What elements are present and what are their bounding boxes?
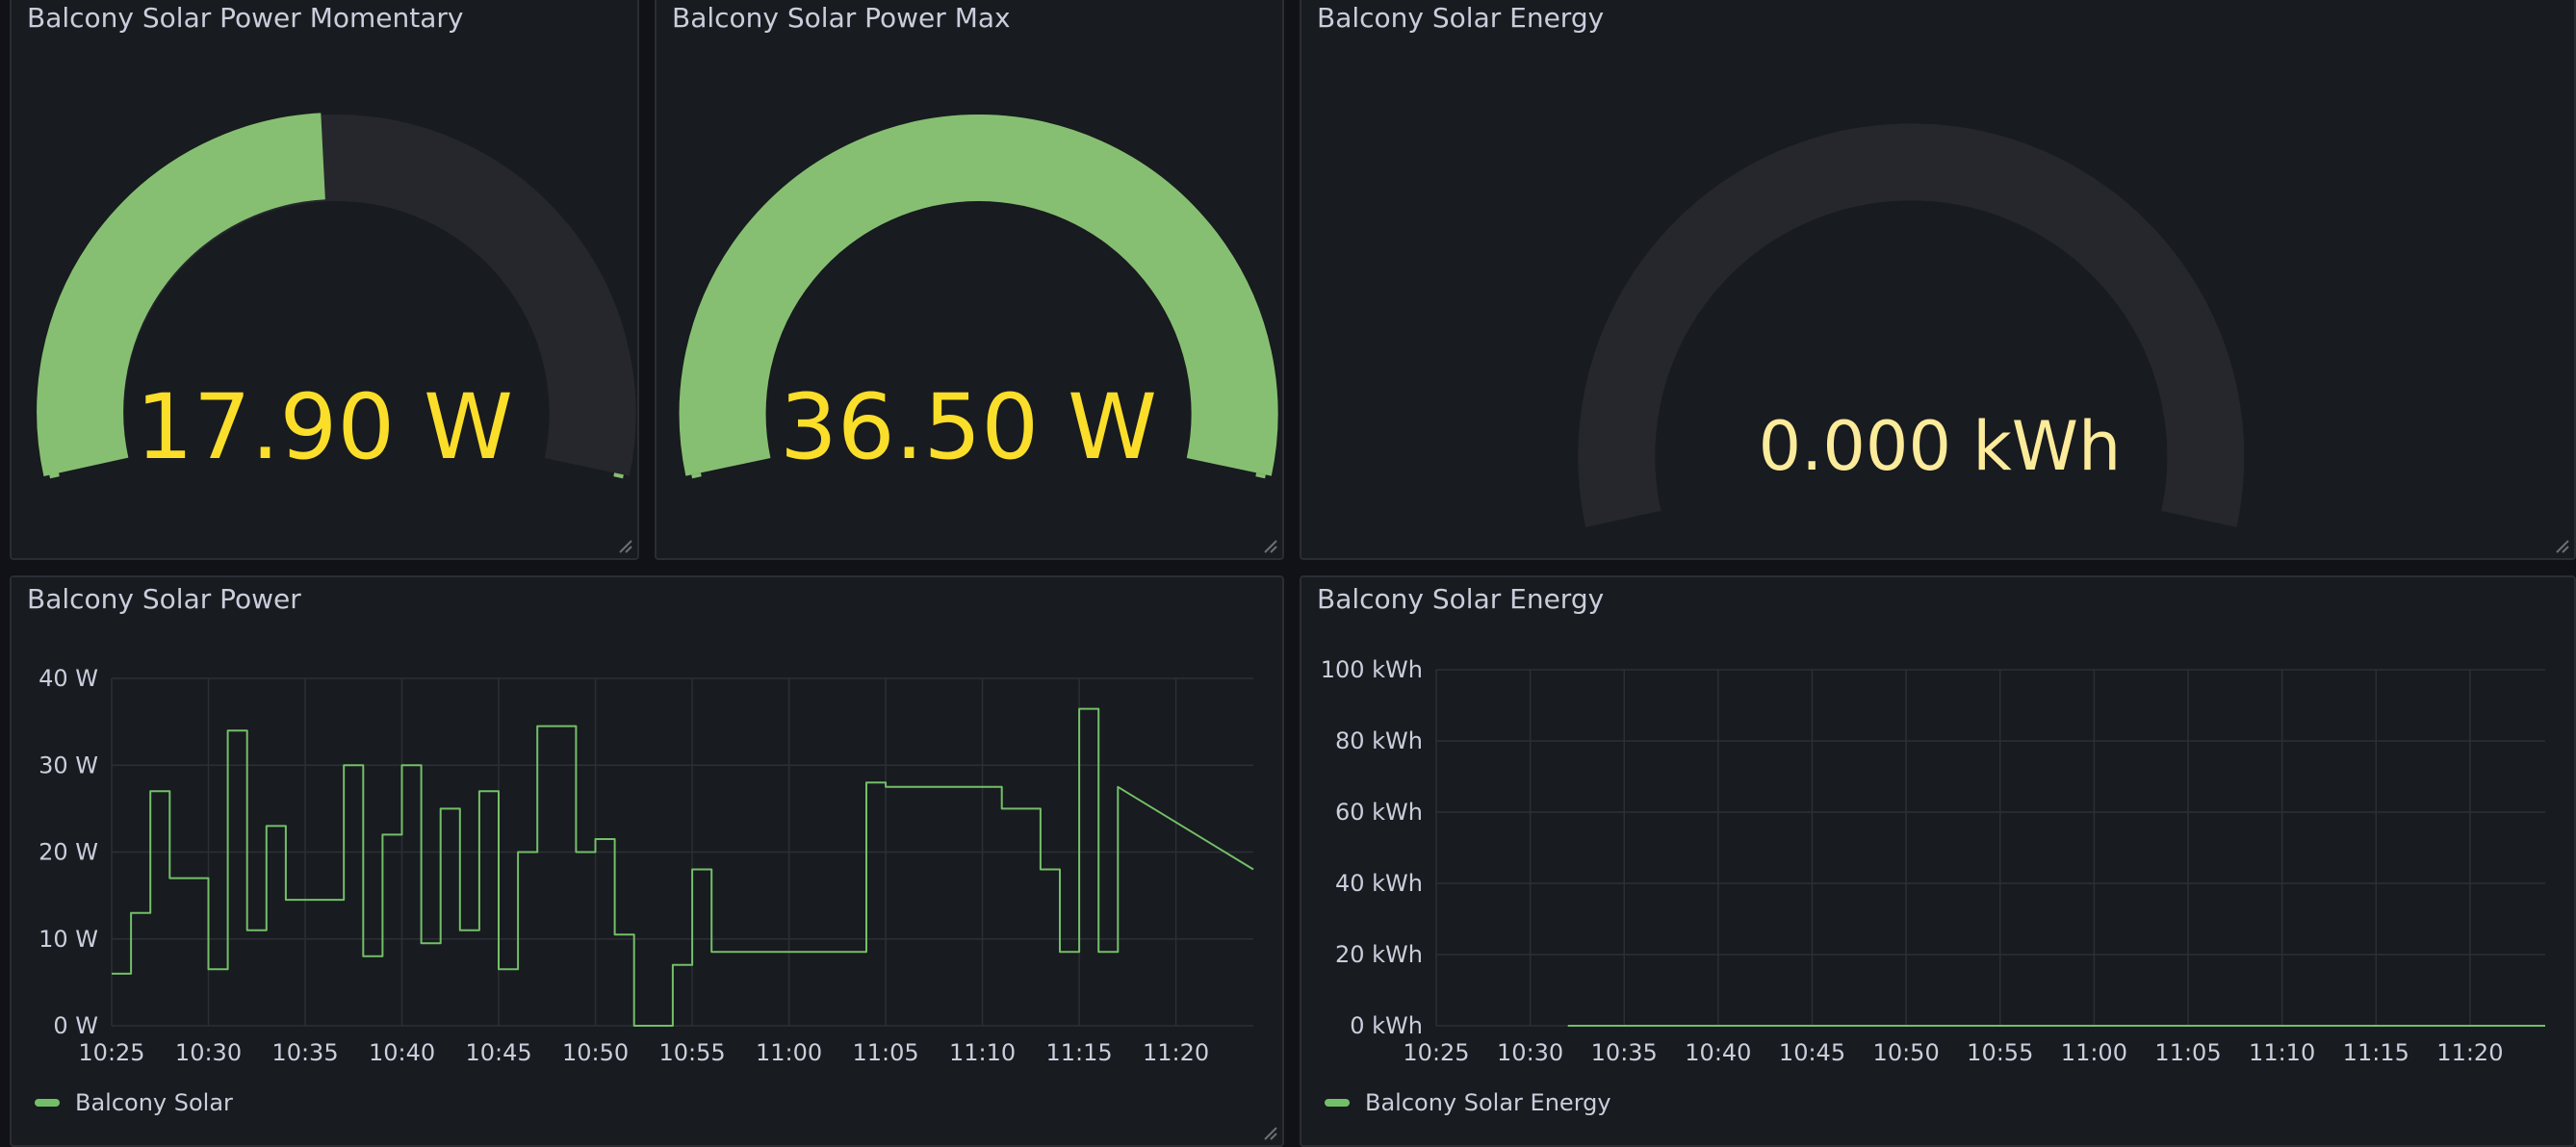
x-tick-label: 10:25 [1403,1039,1469,1066]
x-tick-label: 11:05 [852,1039,918,1066]
x-tick-label: 11:15 [1045,1039,1112,1066]
resize-handle-icon[interactable] [1259,535,1278,554]
x-tick-label: 11:15 [2343,1039,2409,1066]
x-tick-label: 10:35 [271,1039,338,1066]
energy-chart[interactable]: 0 kWh 20 kWh 40 kWh 60 kWh 80 kWh 100 kWh 10:2… [1301,577,2574,1145]
power-chart[interactable]: 0 W 10 W 20 W 30 W 40 W 10:25 10:30 10:35 10:40 1… [12,577,1282,1145]
x-tick-label: 11:20 [2436,1039,2503,1066]
gauge-value: 36.50 W [780,375,1157,480]
y-tick-label: 10 W [39,926,98,953]
x-tick-label: 11:00 [756,1039,822,1066]
x-tick-label: 10:35 [1591,1039,1658,1066]
resize-handle-icon[interactable] [2551,535,2570,554]
gauge: 0.000 kWh [1578,123,2245,527]
panel-title[interactable]: Balcony Solar Power [27,583,301,615]
legend[interactable]: Balcony Solar Energy [1325,1089,1611,1116]
gauge-value: 17.90 W [136,375,513,480]
y-tick-label: 100 kWh [1321,656,1423,683]
panel-title[interactable]: Balcony Solar Energy [1317,2,1605,34]
x-tick-label: 10:50 [1873,1039,1940,1066]
x-tick-label: 10:30 [175,1039,242,1066]
grid [111,677,1253,1027]
gauge: 36.50 W [679,115,1278,480]
y-tick-label: 0 W [53,1012,98,1039]
x-tick-label: 10:45 [1779,1039,1845,1066]
panel-title[interactable]: Balcony Solar Energy [1317,583,1605,615]
legend-swatch [1325,1099,1350,1107]
x-tick-label: 10:40 [1685,1039,1751,1066]
gauge-fill [37,113,326,476]
x-tick-label: 11:20 [1143,1039,1209,1066]
y-tick-label: 80 kWh [1335,727,1423,754]
x-tick-label: 10:40 [369,1039,435,1066]
x-tick-label: 11:10 [949,1039,1016,1066]
x-tick-label: 10:55 [658,1039,725,1066]
y-tick-label: 0 kWh [1350,1012,1423,1039]
y-tick-label: 60 kWh [1335,799,1423,826]
x-tick-label: 10:55 [1967,1039,2033,1066]
gauge: 17.90 W [37,113,636,480]
legend-label[interactable]: Balcony Solar Energy [1365,1089,1611,1116]
y-tick-label: 40 kWh [1335,870,1423,897]
timeseries-panel-power[interactable]: Balcony Solar Power 0 W 10 W 20 W 30 W 40 W 1… [10,575,1284,1147]
x-tick-label: 10:25 [78,1039,144,1066]
gauge-panel-max[interactable]: Balcony Solar Power Max 36.50 W [655,0,1284,560]
panel-title[interactable]: Balcony Solar Power Momentary [27,2,464,34]
x-tick-label: 11:00 [2061,1039,2127,1066]
series-line[interactable] [112,707,1254,1027]
legend[interactable]: Balcony Solar [35,1089,233,1116]
gauge-track [1578,123,2245,527]
gauge-value: 0.000 kWh [1759,407,2122,486]
x-tick-label: 11:05 [2154,1039,2221,1066]
legend-swatch [35,1099,60,1107]
x-tick-label: 11:10 [2249,1039,2315,1066]
y-tick-label: 40 W [39,665,98,692]
y-tick-label: 20 W [39,839,98,866]
y-tick-label: 30 W [39,752,98,778]
x-tick-label: 10:45 [465,1039,531,1066]
legend-label[interactable]: Balcony Solar [75,1089,233,1116]
y-tick-label: 20 kWh [1335,941,1423,968]
x-tick-label: 10:30 [1497,1039,1563,1066]
resize-handle-icon[interactable] [614,535,633,554]
gauge-panel-momentary[interactable]: Balcony Solar Power Momentary 17.90 W [10,0,639,560]
resize-handle-icon[interactable] [1259,1122,1278,1141]
x-tick-label: 10:50 [562,1039,629,1066]
timeseries-panel-energy[interactable]: Balcony Solar Energy 0 kWh 20 kWh 40 kWh 60… [1300,575,2576,1147]
panel-title[interactable]: Balcony Solar Power Max [672,2,1011,34]
gauge-fill [679,115,1278,476]
gauge-panel-energy[interactable]: Balcony Solar Energy 0.000 kWh [1300,0,2576,560]
grid [1435,669,2545,1027]
